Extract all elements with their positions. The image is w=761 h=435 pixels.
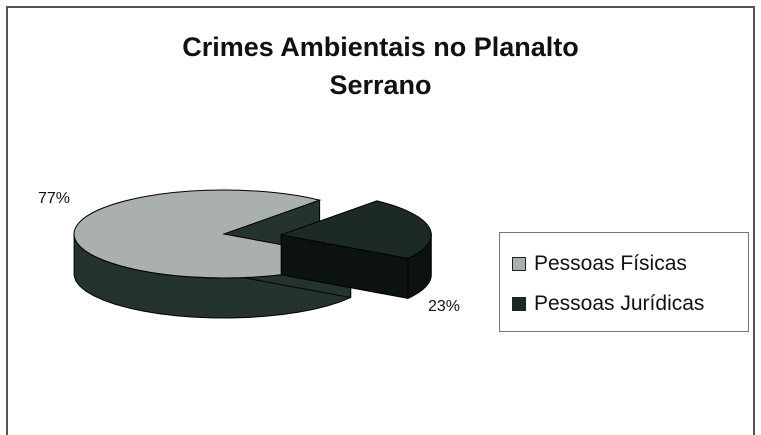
legend-swatch-pessoas-juridicas xyxy=(512,297,526,311)
legend-item-pessoas-juridicas: Pessoas Jurídicas xyxy=(512,291,704,317)
chart-legend: Pessoas Físicas Pessoas Jurídicas xyxy=(499,232,749,332)
legend-label-pessoas-juridicas: Pessoas Jurídicas xyxy=(534,292,705,315)
chart-title-line-2: Serrano xyxy=(329,70,432,100)
data-label-pessoas-juridicas: 23% xyxy=(428,298,461,315)
chart-title-line-1: Crimes Ambientais no Planalto xyxy=(182,32,579,62)
chart-title: Crimes Ambientais no Planalto Serrano xyxy=(0,28,761,104)
data-label-pessoas-fisicas: 77% xyxy=(38,190,71,207)
legend-label-pessoas-fisicas: Pessoas Físicas xyxy=(534,252,687,275)
legend-swatch-pessoas-fisicas xyxy=(512,257,526,271)
pie-slice-pessoas-juridicas xyxy=(279,200,432,300)
legend-item-pessoas-fisicas: Pessoas Físicas xyxy=(512,251,687,277)
pie-slice-pessoas-juridicas-top xyxy=(279,200,432,259)
